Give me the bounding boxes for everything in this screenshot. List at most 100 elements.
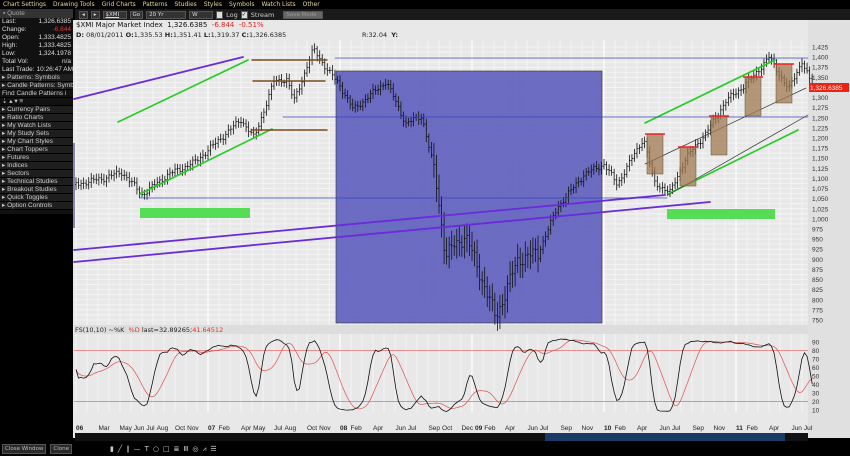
x-tick-label: Sep <box>560 425 572 432</box>
menu-symbols[interactable]: Symbols <box>228 1 255 8</box>
sidebar-item[interactable]: ▸ My Chart Styles <box>0 138 73 146</box>
y-tick-label: 850 <box>812 277 823 284</box>
left-marker <box>73 143 75 228</box>
sidebar-item-label: Chart Toppers <box>7 146 48 153</box>
sidebar-item-label: Patterns: Symbols <box>7 74 60 81</box>
time-scrollbar[interactable] <box>75 433 808 441</box>
quote-row: Last: 1,326.6385 <box>0 18 73 26</box>
quote-header[interactable]: ▪ Quote <box>0 9 73 18</box>
y-tick-label: 825 <box>812 287 823 294</box>
line-tool-icon[interactable]: ╱ <box>117 445 123 453</box>
sidebar-item-label: Find Candle Patterns i <box>2 90 67 97</box>
sidebar-item-label: Futures <box>7 154 30 161</box>
back-button[interactable]: ◂ <box>79 10 88 19</box>
sidebar-item[interactable]: ▸ Candle Patterns: Symb <box>0 82 73 90</box>
sidebar-item[interactable]: ▸ Futures <box>0 154 73 162</box>
quote-value: 1,333.4825 <box>38 42 71 49</box>
cursor-icon[interactable]: ▮ <box>110 445 114 453</box>
x-tick-label: May <box>120 425 133 432</box>
ellipse-tool-icon[interactable]: ○ <box>152 445 159 453</box>
menu-watch-lists[interactable]: Watch Lists <box>261 1 296 8</box>
interval-select[interactable]: W <box>189 10 214 19</box>
sidebar-item-label: Indices <box>7 162 28 169</box>
sidebar-item-label: Breakout Studies <box>7 186 57 193</box>
sidebar-item[interactable]: ▸ Quick Toggles <box>0 194 73 202</box>
x-tick-label: Apr <box>241 425 252 432</box>
sidebar-item[interactable]: ▸ Sectors <box>0 170 73 178</box>
sidebar-item[interactable]: ▸ Indices <box>0 162 73 170</box>
chart-title: $XMI Major Market Index 1,326.6385 -6.84… <box>76 21 264 29</box>
green-trendline <box>139 128 273 195</box>
x-tick-label: Aug <box>157 425 169 432</box>
sidebar-item[interactable]: ▸ Patterns: Symbols <box>0 74 73 82</box>
expand-arrow-icon: ▸ <box>2 122 8 129</box>
sidebar-item[interactable]: ▸ My Watch Lists <box>0 122 73 130</box>
forward-button[interactable]: ▸ <box>90 10 100 19</box>
quote-label: Total Vol: <box>2 58 29 65</box>
go-button[interactable]: Go <box>129 10 144 19</box>
save-mode-button[interactable]: Save Mode <box>283 10 324 19</box>
gann-icon[interactable]: ◎ <box>192 445 199 453</box>
sidebar-item[interactable]: ⇣ ▴ ▾ ≡ <box>0 98 73 106</box>
menu-drawing-tools[interactable]: Drawing Tools <box>53 1 95 8</box>
sidebar-item-label: My Chart Styles <box>7 138 53 145</box>
more-tools-icon[interactable]: ☰ <box>210 445 217 453</box>
expand-arrow-icon: ▸ <box>2 186 8 193</box>
x-tick-label: 09 <box>475 425 483 432</box>
sidebar-item[interactable]: ▸ Chart Toppers <box>0 146 73 154</box>
cycle-lines-icon[interactable]: Ⅲ <box>183 445 189 453</box>
sidebar-item[interactable]: ▸ Option Controls <box>0 202 73 210</box>
x-tick-label: Nov <box>714 425 726 432</box>
y-tick-label: 875 <box>812 267 823 274</box>
sidebar-item[interactable]: Find Candle Patterns i <box>0 90 73 98</box>
x-tick-label: Apr <box>373 425 384 432</box>
sidebar-item[interactable]: ▸ Technical Studies <box>0 178 73 186</box>
fibonacci-icon[interactable]: ≣ <box>173 445 180 453</box>
horizontal-line-icon[interactable]: — <box>133 445 141 453</box>
quote-row: Change: -6.844 <box>0 26 73 34</box>
quote-row: Low: 1,324.1978 <box>0 50 73 58</box>
stream-checkbox[interactable]: ✓ <box>240 10 248 19</box>
text-tool-icon[interactable]: T <box>144 445 149 453</box>
sidebar-item-label: Ratio Charts <box>7 114 44 121</box>
sidebar-item[interactable]: ▸ Ratio Charts <box>0 114 73 122</box>
quote-value: -6.844 <box>52 26 71 33</box>
quote-label: Last: <box>2 18 17 25</box>
x-tick-label: Feb <box>351 425 363 432</box>
quote-label: Change: <box>2 26 27 33</box>
pitchfork-icon[interactable]: ⩘ <box>202 444 207 453</box>
quote-row: High: 1,333.4825 <box>0 42 73 50</box>
quote-value: 1,333.4825 <box>38 34 71 41</box>
quote-rows: Last: 1,326.6385 Change: -6.844 Open: 1,333.4… <box>0 18 73 74</box>
x-tick-label: Nov <box>187 425 199 432</box>
menu-studies[interactable]: Studies <box>174 1 197 8</box>
x-tick-label: Jul <box>540 425 549 432</box>
menu-patterns[interactable]: Patterns <box>142 1 168 8</box>
close-window-button[interactable]: Close Window <box>2 444 47 454</box>
rectangle-tool-icon[interactable]: □ <box>163 445 170 453</box>
stoch-d-line <box>75 339 813 410</box>
highlight-box <box>335 70 603 324</box>
scrollbar-thumb[interactable] <box>545 433 785 441</box>
parallel-line-icon[interactable]: ∥ <box>126 445 130 453</box>
y-tick-label: 1,000 <box>812 216 829 223</box>
expand-arrow-icon: ▸ <box>2 154 8 161</box>
y-tick-label: 1,150 <box>812 156 829 163</box>
menu-chart-settings[interactable]: Chart Settings <box>3 1 47 8</box>
sidebar-item[interactable]: ▸ Currency Pairs <box>0 106 73 114</box>
menu-other[interactable]: Other <box>302 1 320 8</box>
sidebar-item[interactable]: ▸ My Study Sets <box>0 130 73 138</box>
menu-grid-charts[interactable]: Grid Charts <box>101 1 136 8</box>
price-axis: 1,425 1,400 1,375 1,350 1,300 1,275 1,250 1,225… <box>812 45 829 325</box>
pattern-box <box>646 133 664 175</box>
expand-arrow-icon: ▸ <box>2 146 8 153</box>
clone-button[interactable]: Clone <box>50 444 73 454</box>
sidebar-item[interactable]: ▸ Breakout Studies <box>0 186 73 194</box>
symbol-input[interactable]: $XMI <box>102 10 127 19</box>
x-tick-label: 07 <box>208 425 216 432</box>
period-select[interactable]: 20 Yr <box>146 10 187 19</box>
log-checkbox[interactable] <box>216 10 224 19</box>
menu-styles[interactable]: Styles <box>203 1 222 8</box>
sidebar-item-label: Sectors <box>7 170 30 177</box>
